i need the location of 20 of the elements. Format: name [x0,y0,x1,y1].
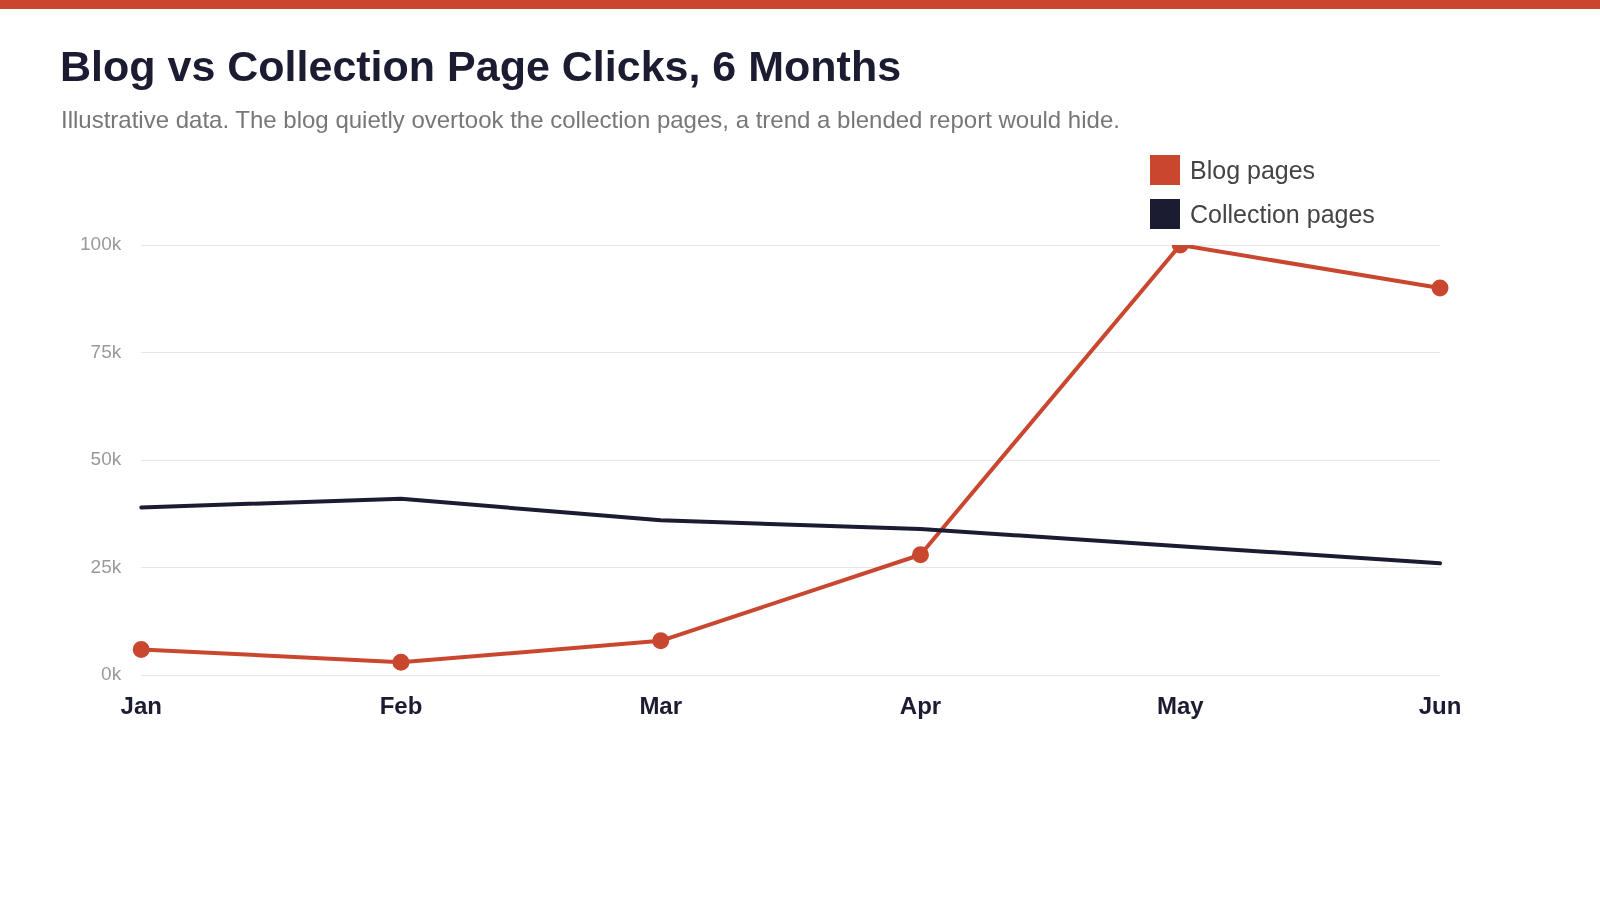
x-tick-label: Jun [1418,692,1462,720]
x-tick-label: Jan [120,692,162,720]
point [652,632,670,650]
y-tick-label: 0k [101,663,122,685]
legend-label: Collection pages [1190,199,1375,229]
y-tick-label: 75k [90,340,122,362]
point [132,640,150,658]
point [392,653,410,671]
legend-label: Blog pages [1190,155,1316,185]
x-tick-label: Apr [899,692,942,720]
point [1431,279,1449,297]
x-tick-label: Feb [379,692,423,720]
y-tick-label: 25k [90,555,122,577]
chart-title: Blog vs Collection Page Clicks, 6 Months [60,42,902,91]
point [911,546,929,564]
x-tick-label: May [1156,692,1205,720]
y-tick-label: 50k [90,448,122,470]
x-tick-label: Mar [639,692,683,720]
y-tick-label: 100k [80,233,122,255]
chart-subtitle: Illustrative data. The blog quietly overtook the collection pages, a trend a blended report would hide. [61,106,1120,134]
